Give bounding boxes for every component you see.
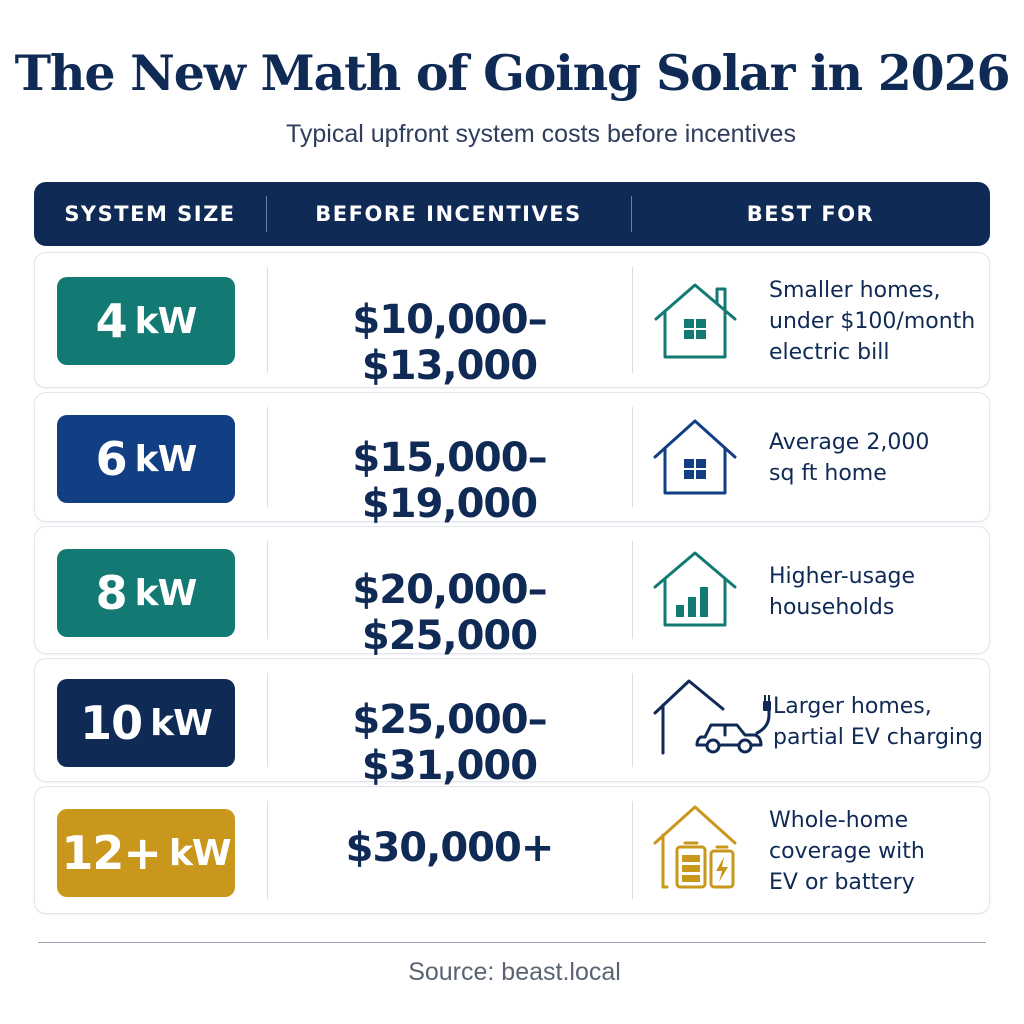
- row-divider: [632, 267, 633, 373]
- size-unit: kW: [134, 438, 198, 480]
- table-row: 8 kW $20,000–$25,000 Higher-usage househo…: [34, 526, 990, 659]
- size-value: 10: [80, 696, 143, 750]
- row-divider: [632, 673, 633, 767]
- best-for-text: Average 2,000 sq ft home: [769, 430, 930, 486]
- table-row: 12+ kW $30,000+ Whole-home coverage with …: [34, 786, 990, 914]
- row-divider: [267, 267, 268, 373]
- price-range: $25,000–$31,000: [352, 697, 547, 789]
- size-value: 12+: [61, 826, 162, 880]
- size-badge: 4 kW: [57, 277, 235, 365]
- page-subtitle: Typical upfront system costs before ince…: [286, 120, 796, 148]
- price-range: $20,000–$25,000: [352, 567, 547, 659]
- size-badge: 12+ kW: [57, 809, 235, 897]
- row-divider: [632, 407, 633, 507]
- house-battery-icon: [653, 805, 737, 889]
- table-row: 6 kW $15,000–$19,000 Average 2,000 sq ft …: [34, 392, 990, 527]
- house-icon: [654, 283, 737, 359]
- header-best-for: BEST FOR: [746, 202, 875, 226]
- house-icon: [653, 419, 737, 495]
- page-title: The New Math of Going Solar in 2026: [14, 44, 1011, 102]
- size-unit: kW: [168, 832, 232, 874]
- price-range: $15,000–$19,000: [352, 435, 547, 527]
- header-divider: [266, 196, 267, 232]
- size-value: 6: [95, 432, 128, 486]
- size-badge: 6 kW: [57, 415, 235, 503]
- source-credit: Source: beast.local: [408, 958, 621, 986]
- best-for-text: Higher-usage households: [769, 564, 916, 620]
- row-divider: [267, 801, 268, 899]
- footer-divider: [38, 942, 986, 943]
- best-for-text: Larger homes, partial EV charging: [773, 694, 983, 750]
- house-bar-chart-icon: [653, 551, 737, 627]
- size-badge: 8 kW: [57, 549, 235, 637]
- size-unit: kW: [150, 702, 213, 744]
- table-row: 10 kW $25,000–$31,000 Larger homes, parti…: [34, 658, 990, 789]
- header-system-size: SYSTEM SIZE: [64, 202, 236, 226]
- best-for-text: Whole-home coverage with EV or battery: [769, 808, 925, 895]
- header-before-incentives: BEFORE INCENTIVES: [315, 202, 582, 226]
- row-divider: [632, 801, 633, 899]
- size-unit: kW: [134, 300, 198, 342]
- row-divider: [632, 541, 633, 639]
- price-range: $30,000+: [345, 825, 555, 871]
- size-value: 4: [95, 294, 128, 348]
- size-value: 8: [95, 566, 128, 620]
- size-badge: 10 kW: [57, 679, 235, 767]
- row-divider: [267, 407, 268, 507]
- header-divider: [631, 196, 632, 232]
- house-ev-car-icon: [653, 679, 771, 755]
- row-divider: [267, 673, 268, 767]
- table-row: 4 kW $10,000–$13,000 Smaller homes, under…: [34, 252, 990, 389]
- row-divider: [267, 541, 268, 639]
- price-range: $10,000–$13,000: [352, 297, 547, 389]
- size-unit: kW: [134, 572, 198, 614]
- best-for-text: Smaller homes, under $100/month electric…: [769, 278, 976, 365]
- table-header: SYSTEM SIZE BEFORE INCENTIVES BEST FOR: [34, 182, 990, 246]
